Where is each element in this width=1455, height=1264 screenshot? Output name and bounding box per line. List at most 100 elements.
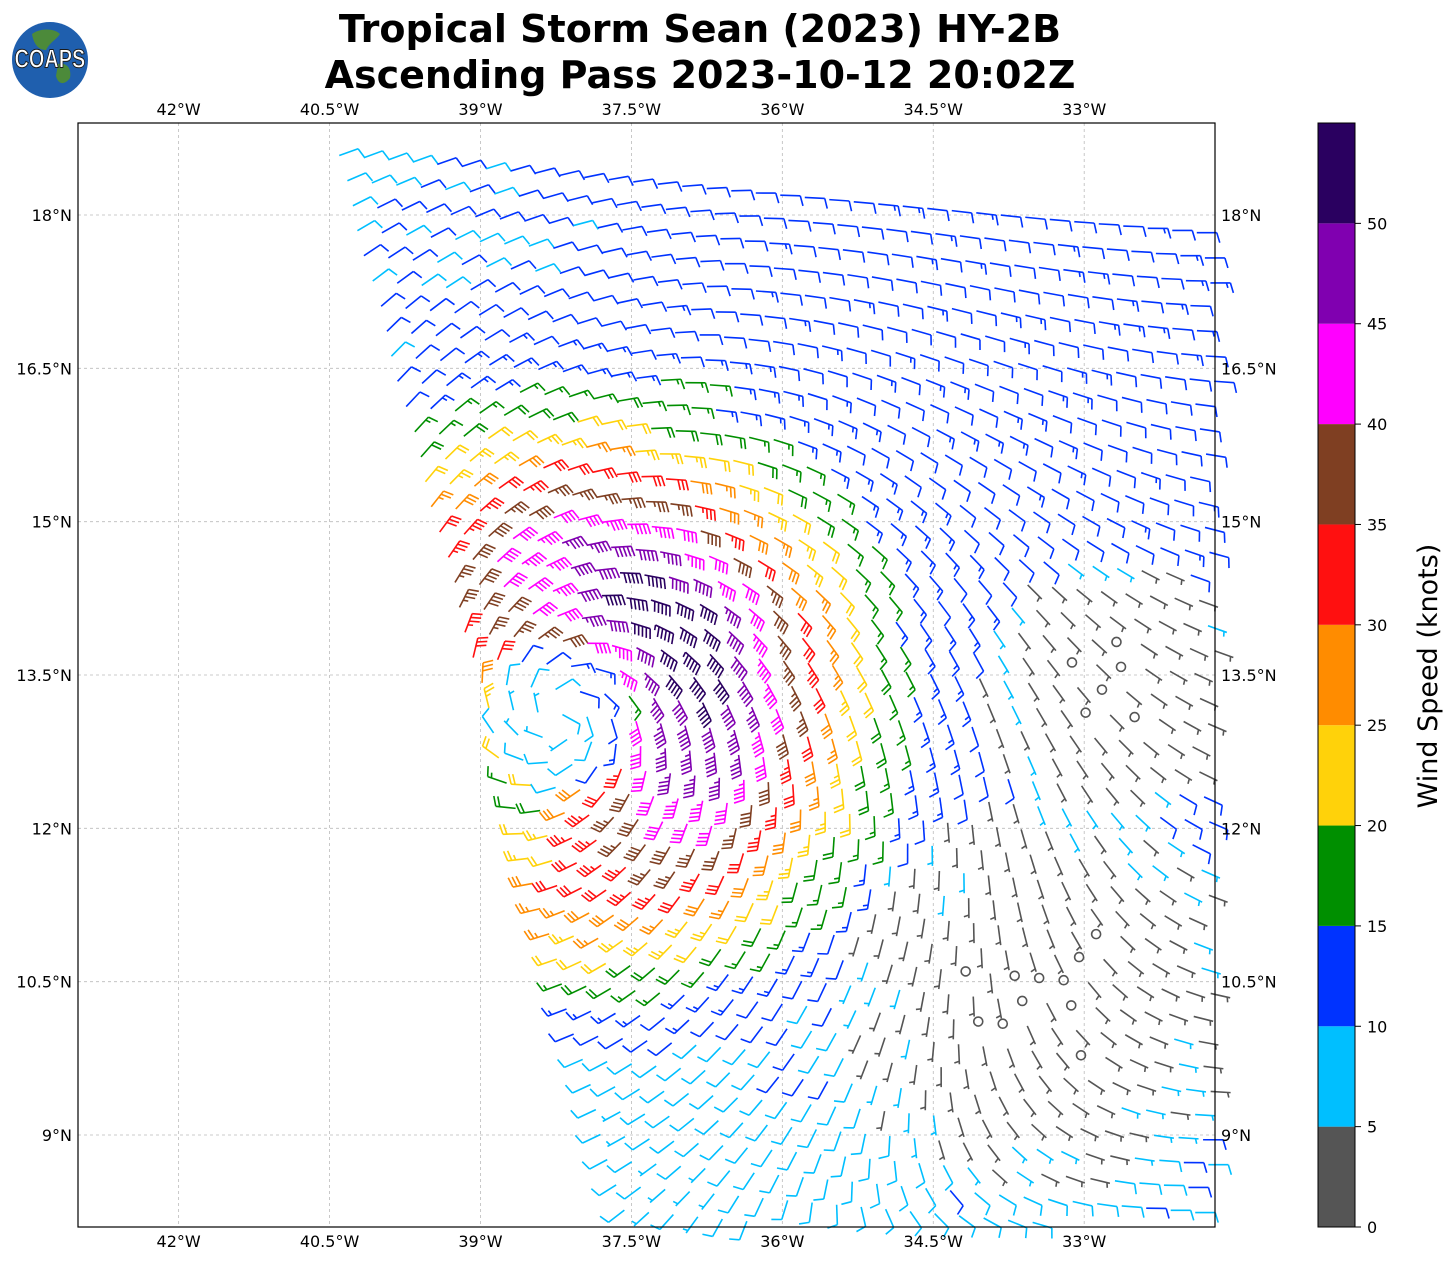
barb-feather: [845, 603, 853, 614]
barb-feather: [561, 789, 571, 798]
barb-feather: [633, 711, 642, 722]
wind-barb: [797, 1055, 820, 1074]
barb-feather: [957, 818, 968, 825]
barb-feather: [654, 734, 665, 742]
barb-half-feather: [1060, 798, 1066, 803]
wind-barb: [503, 717, 519, 736]
barb-feather: [650, 704, 659, 714]
barb-feather: [790, 699, 800, 709]
barb-feather: [486, 574, 497, 580]
barb-feather: [669, 327, 676, 339]
barb-half-feather: [671, 353, 676, 360]
wind-barb: [843, 1108, 861, 1129]
barb-feather: [563, 556, 573, 566]
wind-barb: [861, 226, 885, 240]
calm-circle: [1058, 974, 1069, 986]
wind-barb: [672, 1190, 691, 1207]
barb-shaft: [912, 868, 916, 889]
wind-barb: [606, 1063, 633, 1075]
wind-barb: [577, 588, 603, 603]
wind-barb: [499, 211, 526, 221]
barb-shaft: [357, 219, 376, 232]
barb-shaft: [953, 479, 971, 493]
wind-barb: [968, 628, 981, 655]
barb-half-feather: [893, 205, 896, 211]
barb-feather: [547, 768, 557, 777]
barb-feather: [761, 1017, 772, 1022]
barb-feather: [901, 764, 912, 771]
barb-feather: [689, 635, 695, 647]
barb-shaft: [749, 436, 769, 444]
wind-barb: [817, 516, 836, 538]
barb-shaft: [1058, 341, 1079, 349]
barb-feather: [833, 803, 844, 810]
wind-barb: [1183, 720, 1202, 735]
barb-feather: [782, 624, 789, 635]
wind-barb: [590, 816, 615, 833]
barb-feather: [686, 657, 693, 668]
barb-feather: [1133, 477, 1137, 489]
barb-shaft: [1065, 1175, 1086, 1184]
calm-circle: [1115, 661, 1127, 673]
barb-shaft: [705, 825, 713, 846]
barb-shaft: [1034, 339, 1054, 347]
barb-feather: [726, 633, 733, 645]
barb-feather: [934, 463, 939, 474]
barb-feather: [661, 501, 666, 513]
wind-barb: [1069, 735, 1083, 755]
wind-barb: [1141, 300, 1165, 314]
barb-shaft: [719, 507, 739, 515]
barb-shaft: [1129, 1132, 1150, 1139]
wind-barb: [1016, 995, 1028, 1007]
barb-feather: [893, 484, 898, 495]
barb-feather: [750, 1162, 762, 1168]
barb-feather: [528, 260, 537, 270]
barb-feather: [851, 504, 856, 516]
wind-barb: [833, 788, 845, 814]
barb-shaft: [642, 301, 663, 307]
lon-tick-label-bottom: 42°W: [157, 1232, 201, 1251]
barb-feather: [698, 961, 710, 967]
barb-half-feather: [1054, 673, 1059, 679]
wind-barb: [696, 702, 712, 729]
barb-half-feather: [908, 885, 915, 888]
barb-feather: [925, 538, 932, 549]
barb-feather: [590, 826, 601, 833]
barb-shaft: [1091, 467, 1111, 478]
barb-feather: [1191, 329, 1196, 341]
wind-barb: [1169, 940, 1188, 954]
wind-barb: [695, 825, 713, 847]
barb-shaft: [996, 998, 1003, 1019]
barb-feather: [808, 321, 812, 333]
wind-barb: [1121, 1205, 1145, 1218]
barb-feather: [858, 1177, 869, 1182]
wind-barb: [1103, 958, 1118, 977]
barb-feather: [878, 1155, 889, 1160]
barb-feather: [782, 996, 793, 1000]
barb-half-feather: [995, 1014, 1002, 1019]
barb-feather: [531, 357, 540, 366]
barb-shaft: [438, 419, 455, 435]
barb-half-feather: [585, 841, 591, 846]
wind-barb: [1121, 396, 1143, 413]
barb-feather: [512, 282, 521, 291]
logo-land-shape: [32, 29, 71, 84]
barb-feather: [719, 260, 725, 271]
barb-feather: [1025, 445, 1029, 456]
colorbar-label: Wind Speed (knots): [1413, 544, 1444, 809]
barb-feather: [1227, 1164, 1233, 1175]
barb-shaft: [1214, 380, 1235, 384]
wind-barb: [804, 294, 828, 309]
barb-half-feather: [1197, 630, 1200, 636]
colorbar-bin: [1318, 424, 1355, 525]
barb-shaft: [749, 265, 770, 268]
lon-tick-label-top: 40.5°W: [300, 100, 360, 119]
barb-half-feather: [1070, 921, 1076, 927]
barb-shaft: [1043, 291, 1064, 297]
barb-feather: [645, 324, 652, 335]
barb-feather: [951, 438, 956, 450]
barb-feather: [880, 229, 885, 240]
barb-feather: [493, 208, 502, 218]
wind-barb: [1011, 1146, 1028, 1164]
wind-barb: [1179, 793, 1198, 816]
